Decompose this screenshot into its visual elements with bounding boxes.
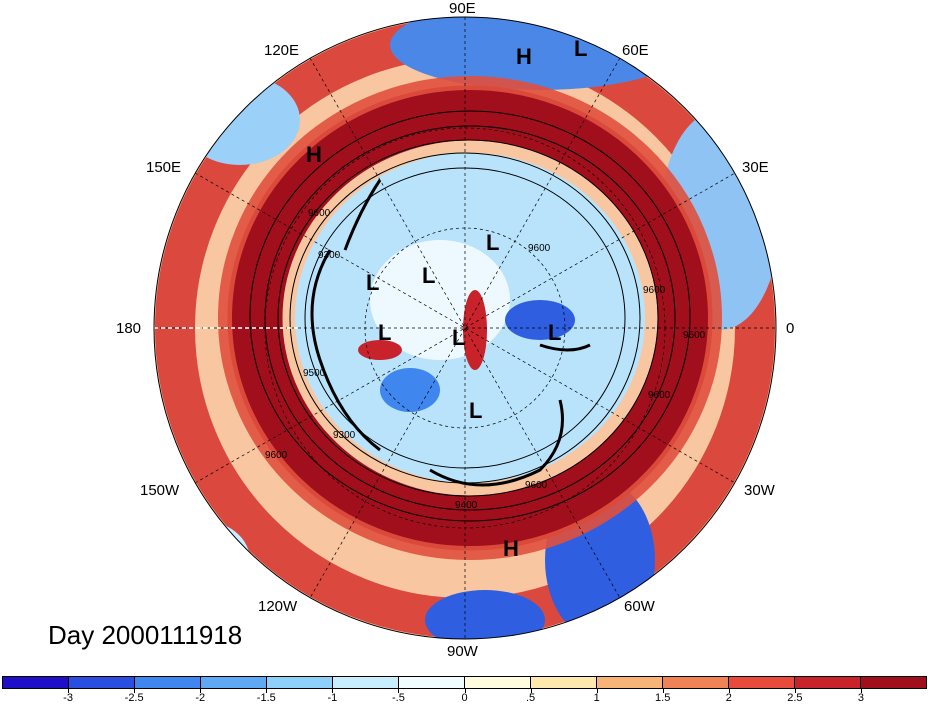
colorbar-tick xyxy=(68,689,70,693)
low-pressure-marker: L xyxy=(452,325,466,350)
lon-label-90e: 90E xyxy=(449,0,476,17)
cold-anomaly-south xyxy=(425,590,545,639)
contour-label: 9600 xyxy=(265,450,288,461)
colorbar-swatch xyxy=(3,677,69,688)
colorbar-tick xyxy=(662,689,664,693)
colorbar-tick xyxy=(464,689,466,693)
contour-label: 9400 xyxy=(455,500,478,511)
lon-label-120w: 120W xyxy=(258,598,298,615)
high-pressure-marker: H xyxy=(306,142,322,167)
colorbar-tick-label: .5 xyxy=(525,692,536,704)
colorbar-tick-label: 1 xyxy=(593,692,600,704)
contour-label: 9500 xyxy=(303,368,326,379)
colorbar-tick-label: -3 xyxy=(63,692,73,704)
colorbar-tick xyxy=(728,689,730,693)
globe-outline xyxy=(153,16,777,640)
colorbar-tick-label: 2.5 xyxy=(787,692,803,704)
colorbar-tick-label: 1.5 xyxy=(655,692,671,704)
colorbar-tick xyxy=(530,689,532,693)
lon-label-90w: 90W xyxy=(447,643,478,660)
colorbar-tick xyxy=(794,689,796,693)
colorbar-tick-label: -2 xyxy=(195,692,206,704)
lon-label-150e: 150E xyxy=(146,159,182,176)
colorbar-swatch xyxy=(465,677,531,688)
colorbar-tick xyxy=(332,689,334,693)
inner-cold-patch-east xyxy=(505,300,575,340)
contour-label: 9300 xyxy=(333,430,356,441)
colorbar-swatch xyxy=(663,677,729,688)
colorbar-tick-label: -1.5 xyxy=(256,692,276,704)
contour-label: 9600 xyxy=(648,390,671,401)
lon-label-120e: 120E xyxy=(264,42,300,59)
colorbar-tick xyxy=(596,689,598,693)
graticule xyxy=(154,17,776,639)
cold-anomaly-southwest xyxy=(154,520,250,600)
inner-warm-streak-west xyxy=(358,340,402,360)
low-pressure-marker: L xyxy=(366,270,380,295)
colorbar-swatch xyxy=(861,677,926,688)
warm-ring-edge xyxy=(218,76,722,560)
colorbar-swatch xyxy=(531,677,597,688)
low-pressure-marker: L xyxy=(486,230,500,255)
high-pressure-marker: H xyxy=(503,536,519,561)
low-pressure-marker: L xyxy=(422,263,436,288)
colorbar-tick xyxy=(200,689,202,693)
contour-label: 9600 xyxy=(308,208,331,219)
colorbar-swatch xyxy=(201,677,267,688)
lon-label-30e: 30E xyxy=(742,159,769,176)
inner-cold-patch-south xyxy=(380,368,440,412)
colorbar-swatch xyxy=(597,677,663,688)
map-title: Day 2000111918 xyxy=(48,620,243,650)
colorbar-swatch xyxy=(333,677,399,688)
cold-anomaly-northwest xyxy=(180,75,300,165)
colorbar-swatch xyxy=(729,677,795,688)
contour-label: 9600 xyxy=(525,480,548,491)
colorbar-tick xyxy=(266,689,268,693)
colorbar-tick xyxy=(134,689,136,693)
colorbar-tick-label: -.5 xyxy=(392,692,405,704)
low-pressure-marker: L xyxy=(469,398,483,423)
colorbar-tick-label: -1 xyxy=(327,692,338,704)
colorbar-tick xyxy=(860,689,862,693)
lon-label-30w: 30W xyxy=(744,482,775,499)
lon-label-0: 0 xyxy=(786,320,795,337)
lon-label-150w: 150W xyxy=(140,482,180,499)
contour-label: 9600 xyxy=(528,243,551,254)
colorbar-tick-label: -2.5 xyxy=(124,692,144,704)
colorbar-tick-label: 3 xyxy=(857,692,864,704)
strong-warm-ring xyxy=(227,85,713,551)
contour-label: 9300 xyxy=(318,250,341,261)
colorbar-tick-label: 0 xyxy=(461,692,468,704)
inner-warm-streak xyxy=(463,290,487,370)
high-pressure-marker: H xyxy=(516,44,532,69)
lon-label-60e: 60E xyxy=(622,42,649,59)
contour-label: 9600 xyxy=(683,330,706,341)
colorbar-tick-label: 2 xyxy=(725,692,732,704)
colorbar-swatch xyxy=(795,677,861,688)
low-pressure-marker: L xyxy=(574,36,588,61)
low-pressure-marker: L xyxy=(378,320,392,345)
colorbar-swatch xyxy=(135,677,201,688)
lon-label-180: 180 xyxy=(116,320,142,337)
colorbar-tick xyxy=(398,689,400,693)
colorbar-swatch xyxy=(267,677,333,688)
low-pressure-marker: L xyxy=(548,320,562,345)
colorbar xyxy=(2,676,927,689)
lon-label-60w: 60W xyxy=(624,598,655,615)
colorbar-swatch xyxy=(69,677,135,688)
colorbar-swatch xyxy=(399,677,465,688)
contour-label: 9600 xyxy=(643,285,666,296)
